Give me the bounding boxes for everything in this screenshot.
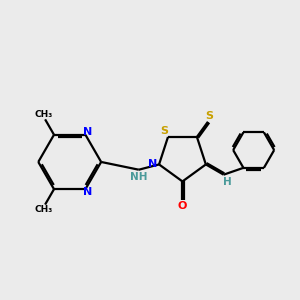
Text: N: N <box>82 127 92 137</box>
Text: O: O <box>178 201 187 212</box>
Text: CH₃: CH₃ <box>34 110 52 119</box>
Text: N: N <box>148 159 158 170</box>
Text: N: N <box>82 187 92 197</box>
Text: H: H <box>223 177 232 187</box>
Text: NH: NH <box>130 172 148 182</box>
Text: S: S <box>206 111 214 121</box>
Text: S: S <box>160 126 169 136</box>
Text: CH₃: CH₃ <box>34 205 52 214</box>
